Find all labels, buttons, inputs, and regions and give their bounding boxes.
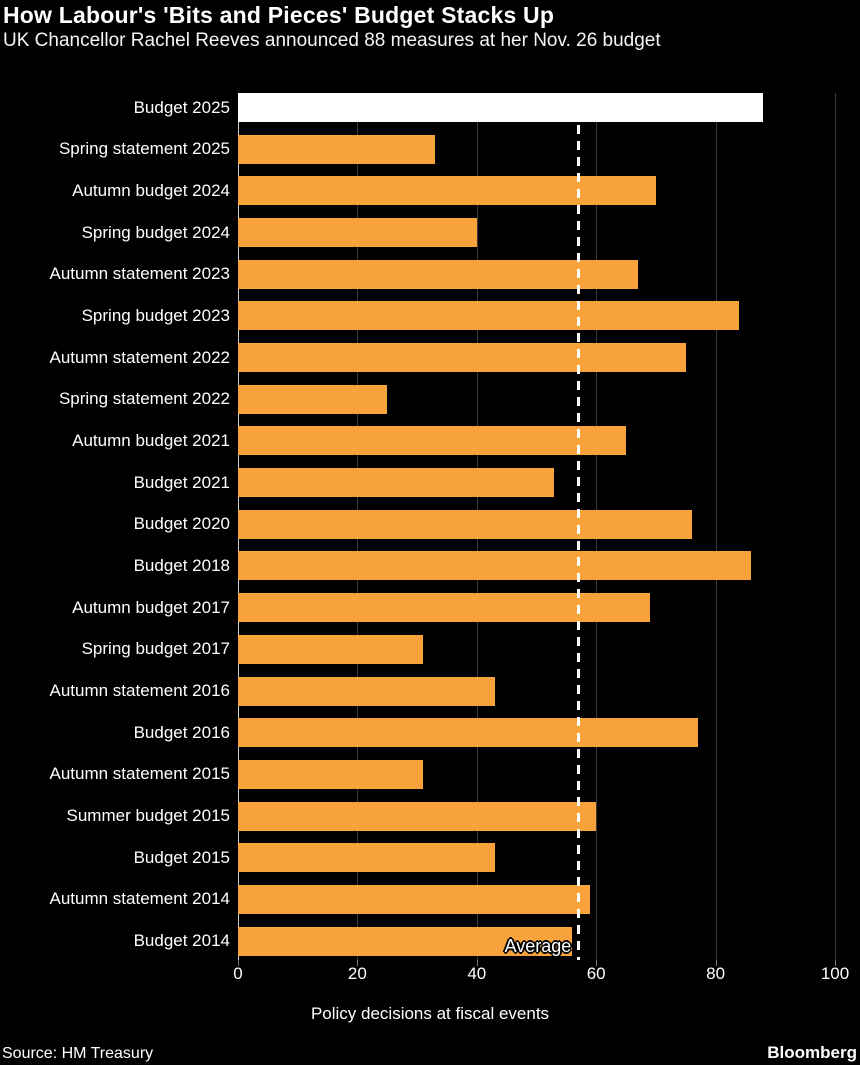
category-label: Spring budget 2017 xyxy=(81,639,230,659)
category-label: Autumn budget 2017 xyxy=(72,597,230,617)
category-label: Budget 2015 xyxy=(133,847,230,867)
category-label: Spring budget 2024 xyxy=(81,222,230,242)
category-label: Budget 2021 xyxy=(133,472,230,492)
average-label: Average xyxy=(504,936,572,956)
x-axis-tick-label: 60 xyxy=(586,964,606,983)
bar xyxy=(238,93,764,122)
category-label: Budget 2014 xyxy=(133,931,230,951)
page-subtitle: UK Chancellor Rachel Reeves announced 88… xyxy=(3,30,661,51)
bar xyxy=(238,176,656,206)
category-label: Autumn statement 2016 xyxy=(49,681,230,701)
bar xyxy=(238,593,650,623)
x-axis-tick-mark xyxy=(476,960,478,966)
bar xyxy=(238,718,698,748)
x-axis-tick-label: 100 xyxy=(820,964,850,983)
bar xyxy=(238,509,692,539)
category-label: Spring statement 2025 xyxy=(58,139,230,159)
x-axis-tick-label: 0 xyxy=(233,964,243,983)
category-label: Spring budget 2023 xyxy=(81,305,230,325)
bar xyxy=(238,301,740,331)
category-label: Autumn statement 2014 xyxy=(49,889,230,909)
bar xyxy=(238,884,591,914)
bar xyxy=(238,343,686,373)
x-axis-tick-label: 80 xyxy=(706,964,726,983)
source-text: Source: HM Treasury xyxy=(2,1045,154,1062)
x-axis-tick-mark xyxy=(596,960,598,966)
category-label: Autumn budget 2021 xyxy=(72,430,230,450)
category-label: Spring statement 2022 xyxy=(58,389,230,409)
x-axis-tick-mark xyxy=(357,960,359,966)
category-label: Autumn statement 2022 xyxy=(49,347,230,367)
x-axis-label: Policy decisions at fiscal events xyxy=(310,1004,550,1023)
bar xyxy=(238,426,627,456)
page-title: How Labour's 'Bits and Pieces' Budget St… xyxy=(3,2,555,28)
category-label: Budget 2020 xyxy=(133,514,230,534)
bar xyxy=(238,218,477,248)
category-label: Autumn budget 2024 xyxy=(72,180,230,200)
x-axis-tick-mark xyxy=(835,960,836,966)
category-label: Autumn statement 2023 xyxy=(49,264,230,284)
bar xyxy=(238,843,495,873)
category-label: Budget 2016 xyxy=(133,722,230,742)
gridline xyxy=(835,93,836,960)
category-label: Budget 2018 xyxy=(133,555,230,575)
bar xyxy=(238,134,435,164)
bar xyxy=(238,468,555,498)
x-axis-tick-label: 40 xyxy=(467,964,487,983)
bar xyxy=(238,384,388,414)
bar xyxy=(238,259,638,289)
category-label: Autumn statement 2015 xyxy=(49,764,230,784)
x-axis-tick-label: 20 xyxy=(347,964,367,983)
average-line xyxy=(576,93,580,960)
bloomberg-logo: Bloomberg xyxy=(767,1043,857,1062)
gridline xyxy=(715,93,717,960)
bar xyxy=(238,551,752,581)
bar xyxy=(238,801,597,831)
bar xyxy=(238,926,573,956)
bar xyxy=(238,634,424,664)
bar xyxy=(238,676,495,706)
x-axis-tick-mark xyxy=(238,960,239,966)
category-label: Summer budget 2015 xyxy=(66,806,231,826)
bar xyxy=(238,759,424,789)
category-label: Budget 2025 xyxy=(133,97,230,117)
x-axis-tick-mark xyxy=(715,960,717,966)
